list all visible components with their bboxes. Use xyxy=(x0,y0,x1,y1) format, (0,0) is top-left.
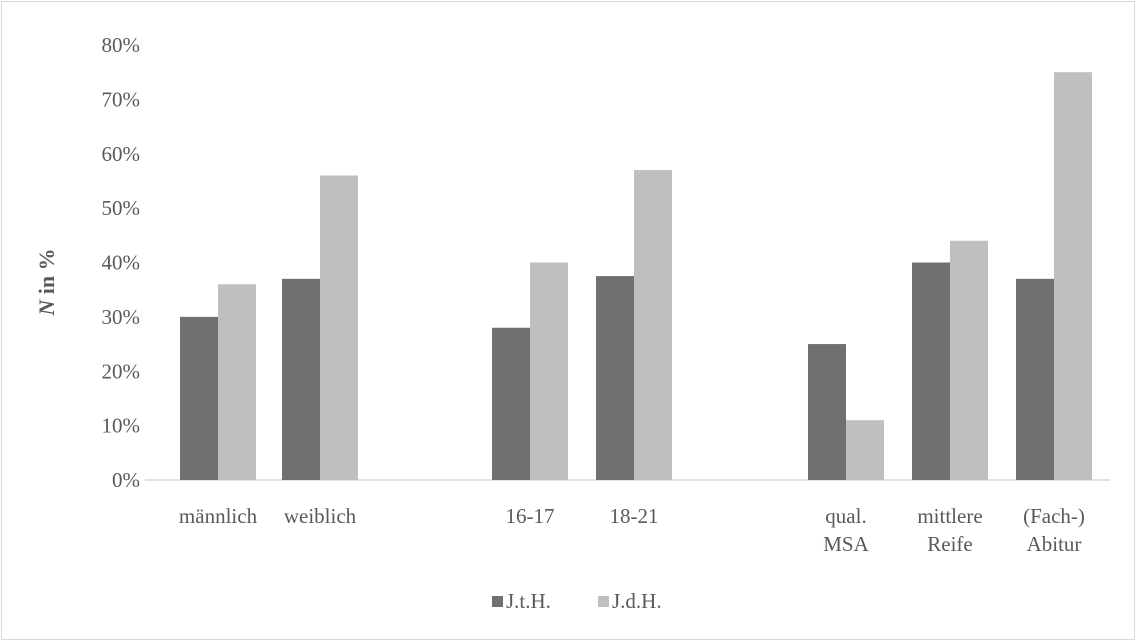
svg-text:N in %: N in % xyxy=(34,248,59,316)
bar-jth-4 xyxy=(808,344,846,480)
y-tick-label: 30% xyxy=(102,305,141,329)
category-label: männlich xyxy=(179,504,258,528)
category-label: 16-17 xyxy=(506,504,555,528)
y-axis-label: N in % xyxy=(34,248,59,316)
y-tick-label: 40% xyxy=(102,251,141,275)
y-tick-label: 80% xyxy=(102,33,141,57)
legend-swatch xyxy=(598,596,609,607)
bar-jdh-5 xyxy=(950,240,988,480)
legend-swatch xyxy=(492,596,503,607)
category-label: weiblich xyxy=(284,504,357,528)
y-tick-label: 60% xyxy=(102,142,141,166)
category-label: 18-21 xyxy=(610,504,659,528)
bar-jdh-3 xyxy=(634,170,672,480)
bar-jdh-2 xyxy=(530,262,568,480)
y-tick-label: 20% xyxy=(102,359,141,383)
category-labels: männlich weiblich 16-17 18-21 qual. MSA mittle… xyxy=(179,504,1085,556)
legend-label: J.d.H. xyxy=(612,589,662,613)
bar-jdh-1 xyxy=(320,175,358,480)
bar-jth-5 xyxy=(912,262,950,480)
category-label: mittlere Reife xyxy=(917,504,982,556)
y-tick-label: 10% xyxy=(102,414,141,438)
bar-jdh-4 xyxy=(846,420,884,480)
y-tick-label: 70% xyxy=(102,87,141,111)
bar-jth-6 xyxy=(1016,278,1054,480)
y-tick-label: 0% xyxy=(112,468,140,492)
category-label: (Fach-) Abitur xyxy=(1023,504,1085,556)
bar-jth-2 xyxy=(492,327,530,480)
bars xyxy=(180,72,1092,480)
bar-jth-3 xyxy=(596,276,634,480)
bar-jdh-6 xyxy=(1054,72,1092,480)
legend-label: J.t.H. xyxy=(506,589,551,613)
category-label: qual. MSA xyxy=(823,504,869,556)
bar-jdh-0 xyxy=(218,284,256,480)
bar-jth-0 xyxy=(180,316,218,480)
y-axis-ticks: 0% 10% 20% 30% 40% 50% 60% 70% 80% xyxy=(102,33,141,492)
y-tick-label: 50% xyxy=(102,196,141,220)
bar-jth-1 xyxy=(282,278,320,480)
legend: J.t.H. J.d.H. xyxy=(492,589,662,613)
